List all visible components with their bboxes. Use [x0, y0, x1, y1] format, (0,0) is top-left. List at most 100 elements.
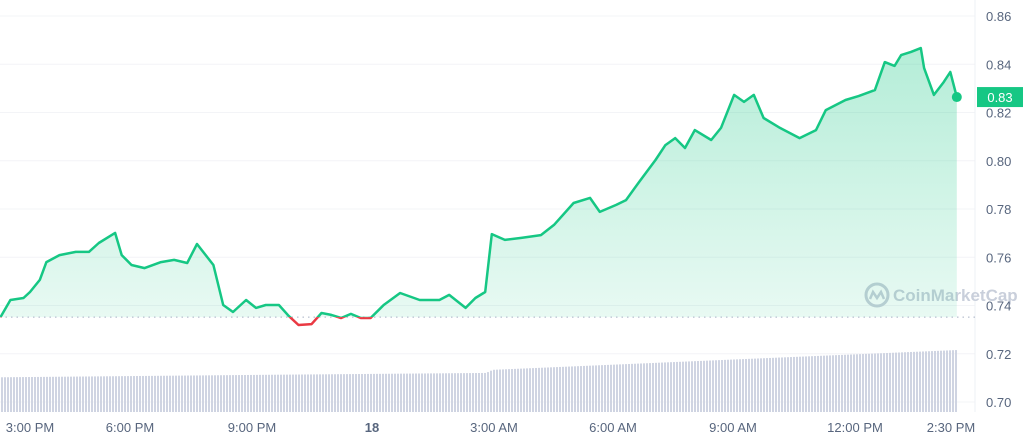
volume-bar [760, 358, 762, 412]
volume-bar [655, 362, 657, 412]
volume-bar [466, 373, 468, 412]
volume-bar [829, 355, 831, 412]
volume-bar [583, 365, 585, 412]
volume-bar [625, 364, 627, 412]
volume-bar [901, 352, 903, 412]
volume-bar [427, 373, 429, 412]
volume-bar [19, 377, 21, 412]
volume-bar [529, 368, 531, 412]
volume-bar [280, 374, 282, 412]
volume-bar [526, 368, 528, 412]
volume-bar [904, 352, 906, 412]
volume-bar [85, 376, 87, 412]
volume-bar [853, 354, 855, 412]
volume-bar [328, 374, 330, 412]
volume-bar [148, 375, 150, 412]
volume-bar [349, 374, 351, 412]
volume-bar [796, 356, 798, 412]
volume-bar [28, 377, 30, 412]
volume-bar [442, 373, 444, 412]
volume-bar [775, 357, 777, 412]
volume-bar [430, 373, 432, 412]
volume-bar [952, 350, 954, 412]
volume-bar [679, 361, 681, 412]
volume-bar [754, 358, 756, 412]
volume-bar [127, 376, 129, 412]
volume-bar [913, 351, 915, 412]
y-tick-label: 0.78 [986, 202, 1011, 217]
volume-bar [205, 375, 207, 412]
volume-bar [943, 350, 945, 412]
volume-bar [97, 376, 99, 412]
volume-bar [52, 376, 54, 412]
volume-bar [49, 376, 51, 412]
volume-bar [259, 374, 261, 412]
volume-bar [244, 375, 246, 412]
volume-bar [742, 359, 744, 412]
volume-bar [70, 376, 72, 412]
volume-bar [73, 376, 75, 412]
volume-bar [178, 375, 180, 412]
volume-bar [808, 356, 810, 412]
volume-bar [457, 373, 459, 412]
volume-bar [691, 361, 693, 412]
volume-bar [397, 373, 399, 412]
volume-bar [652, 362, 654, 412]
volume-bar [469, 373, 471, 412]
volume-bar [865, 353, 867, 412]
x-tick-label: 9:00 AM [709, 420, 757, 435]
volume-bar [307, 374, 309, 412]
x-tick-label: 2:30 PM [927, 420, 975, 435]
volume-bar [928, 351, 930, 412]
volume-bar [724, 359, 726, 412]
volume-bar [628, 363, 630, 412]
volume-bar [478, 373, 480, 412]
volume-bar [874, 353, 876, 412]
volume-bar [586, 365, 588, 412]
volume-bar [82, 376, 84, 412]
volume-bar [949, 350, 951, 412]
volume-bar [463, 373, 465, 412]
volume-bar [880, 353, 882, 412]
current-price-dot [951, 92, 962, 103]
volume-bar [262, 374, 264, 412]
y-tick-label: 0.70 [986, 395, 1011, 410]
volume-bar [601, 365, 603, 412]
volume-bar [778, 357, 780, 412]
volume-bar [424, 373, 426, 412]
volume-bar [547, 367, 549, 412]
volume-bar [523, 368, 525, 412]
x-tick-label: 3:00 PM [6, 420, 54, 435]
volume-bar [772, 357, 774, 412]
volume-bar [337, 374, 339, 412]
volume-bars [1, 350, 957, 412]
volume-bar [694, 361, 696, 412]
volume-bar [433, 373, 435, 412]
volume-bar [493, 369, 495, 412]
volume-bar [109, 376, 111, 412]
x-tick-label: 6:00 AM [589, 420, 637, 435]
volume-bar [595, 365, 597, 412]
volume-bar [841, 354, 843, 412]
volume-bar [448, 373, 450, 412]
volume-bar [763, 358, 765, 412]
volume-bar [664, 362, 666, 412]
volume-bar [187, 375, 189, 412]
volume-bar [76, 376, 78, 412]
volume-bar [508, 369, 510, 412]
volume-bar [121, 376, 123, 412]
volume-bar [715, 360, 717, 412]
volume-bar [751, 358, 753, 412]
volume-bar [367, 373, 369, 412]
volume-bar [703, 360, 705, 412]
volume-bar [709, 360, 711, 412]
volume-bar [649, 363, 651, 412]
volume-bar [688, 361, 690, 412]
volume-bar [358, 374, 360, 412]
volume-bar [781, 357, 783, 412]
volume-bar [790, 357, 792, 412]
volume-bar [847, 354, 849, 412]
x-tick-label: 18 [365, 420, 379, 435]
volume-bar [454, 373, 456, 412]
